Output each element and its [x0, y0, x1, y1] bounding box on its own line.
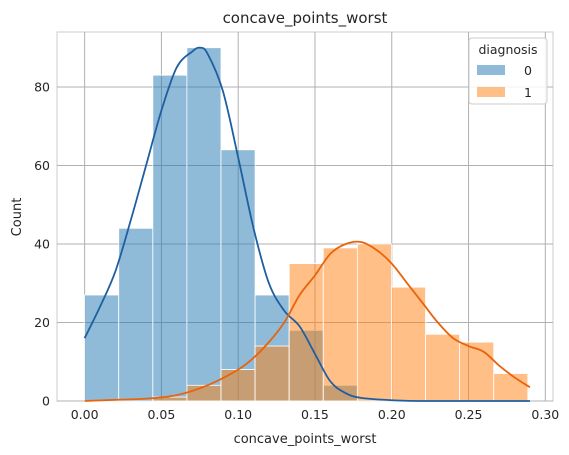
bar-s1-12	[493, 373, 529, 402]
x-tick-label-5: 0.25	[455, 407, 483, 422]
legend-label-0: 0	[524, 63, 532, 78]
bar-s1-9	[391, 286, 426, 402]
x-tick-label-4: 0.20	[378, 407, 406, 422]
bar-s1-8	[356, 243, 392, 402]
y-tick-label-3: 60	[34, 158, 50, 173]
x-tick-label-6: 0.30	[531, 407, 559, 422]
x-tick-label-1: 0.05	[147, 407, 175, 422]
legend-title: diagnosis	[478, 42, 537, 57]
x-ticks: 0.00 0.05 0.10 0.15 0.20 0.25 0.30	[71, 407, 560, 422]
bar-s0-1	[118, 227, 154, 402]
bar-s0-4	[220, 149, 256, 402]
y-axis-label: Count	[10, 198, 25, 237]
y-tick-label-1: 20	[34, 315, 50, 330]
y-ticks: 0 20 40 60 80	[34, 79, 50, 408]
legend-swatch-1	[477, 87, 505, 97]
bar-s0-2	[152, 74, 188, 402]
kde-curve-0	[83, 46, 530, 402]
legend: diagnosis 0 1	[468, 37, 548, 105]
y-tick-label-4: 80	[34, 79, 50, 94]
bar-s1-7	[322, 247, 358, 402]
x-tick-label-0: 0.00	[71, 407, 99, 422]
kde-curve-1	[84, 240, 531, 402]
bar-s1-10	[425, 333, 461, 402]
bar-s0-0	[84, 294, 120, 402]
chart-title: concave_points_worst	[223, 9, 388, 28]
x-tick-label-3: 0.15	[301, 407, 329, 422]
bar-s1-6	[288, 263, 324, 402]
x-tick-label-2: 0.10	[224, 407, 252, 422]
y-tick-label-0: 0	[42, 394, 50, 409]
bar-s1-11	[459, 341, 495, 402]
bar-s0-3	[186, 47, 222, 402]
x-axis-label: concave_points_worst	[234, 432, 377, 447]
kde-curves	[83, 46, 531, 402]
legend-swatch-0	[477, 65, 505, 75]
bar-s1-5	[254, 345, 290, 402]
bar-s1-4	[220, 369, 256, 402]
y-tick-label-2: 40	[34, 236, 50, 251]
legend-label-1: 1	[524, 85, 532, 100]
